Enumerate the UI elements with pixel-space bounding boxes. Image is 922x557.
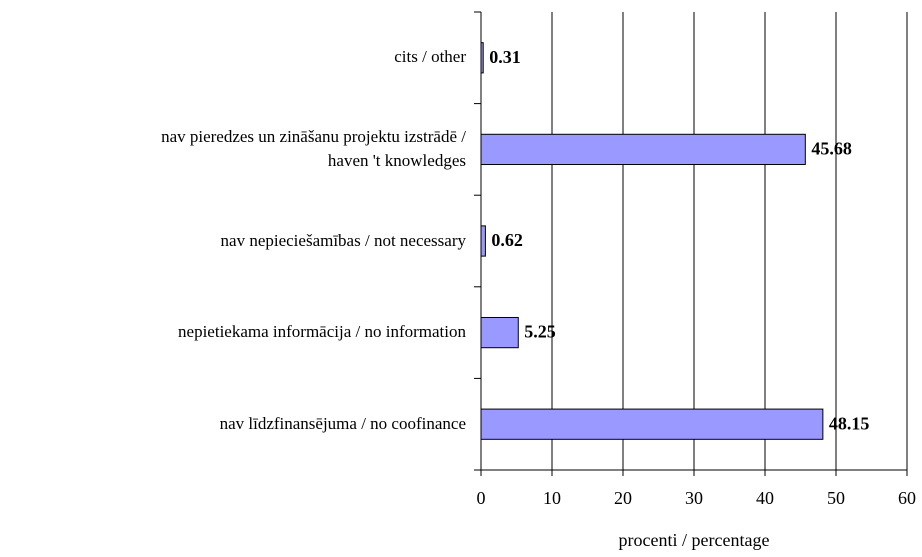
y-tick-label: nepietiekama informācija / no informatio… <box>178 322 466 342</box>
y-tick-label-box: nepietiekama informācija / no informatio… <box>178 322 466 342</box>
y-tick-label: nav līdzfinansējuma / no coofinance <box>219 413 466 433</box>
x-axis-title: procenti / percentage <box>619 530 770 550</box>
y-tick-label-box: nav pieredzes un zināšanu projektu izstr… <box>161 126 466 171</box>
y-tick-label: nav nepieciešamības / not necessary <box>220 230 466 250</box>
y-tick-label-box: nav līdzfinansējuma / no coofinance <box>219 413 466 433</box>
bar <box>480 133 806 166</box>
bar <box>480 225 486 257</box>
x-tick-label: 50 <box>827 488 845 508</box>
value-label: 45.68 <box>811 139 852 159</box>
bar <box>480 316 519 349</box>
x-tick-label: 30 <box>685 488 703 508</box>
y-tick-label-box: cits / other <box>394 47 466 67</box>
x-tick-label: 0 <box>477 488 486 508</box>
bar <box>480 408 824 440</box>
value-label: 0.62 <box>491 230 522 250</box>
value-label: 5.25 <box>524 322 556 342</box>
y-tick-label-box: nav nepieciešamības / not necessary <box>220 230 466 250</box>
value-label: 48.15 <box>829 413 870 433</box>
x-tick-label: 40 <box>756 488 774 508</box>
x-tick-label: 20 <box>614 488 632 508</box>
x-tick-label: 60 <box>898 488 916 508</box>
bar <box>480 42 484 74</box>
x-tick-label: 10 <box>543 488 561 508</box>
y-tick-label: nav pieredzes un zināšanu projektu izstr… <box>161 126 466 171</box>
y-tick-label: cits / other <box>394 47 466 67</box>
value-label: 0.31 <box>489 47 521 67</box>
